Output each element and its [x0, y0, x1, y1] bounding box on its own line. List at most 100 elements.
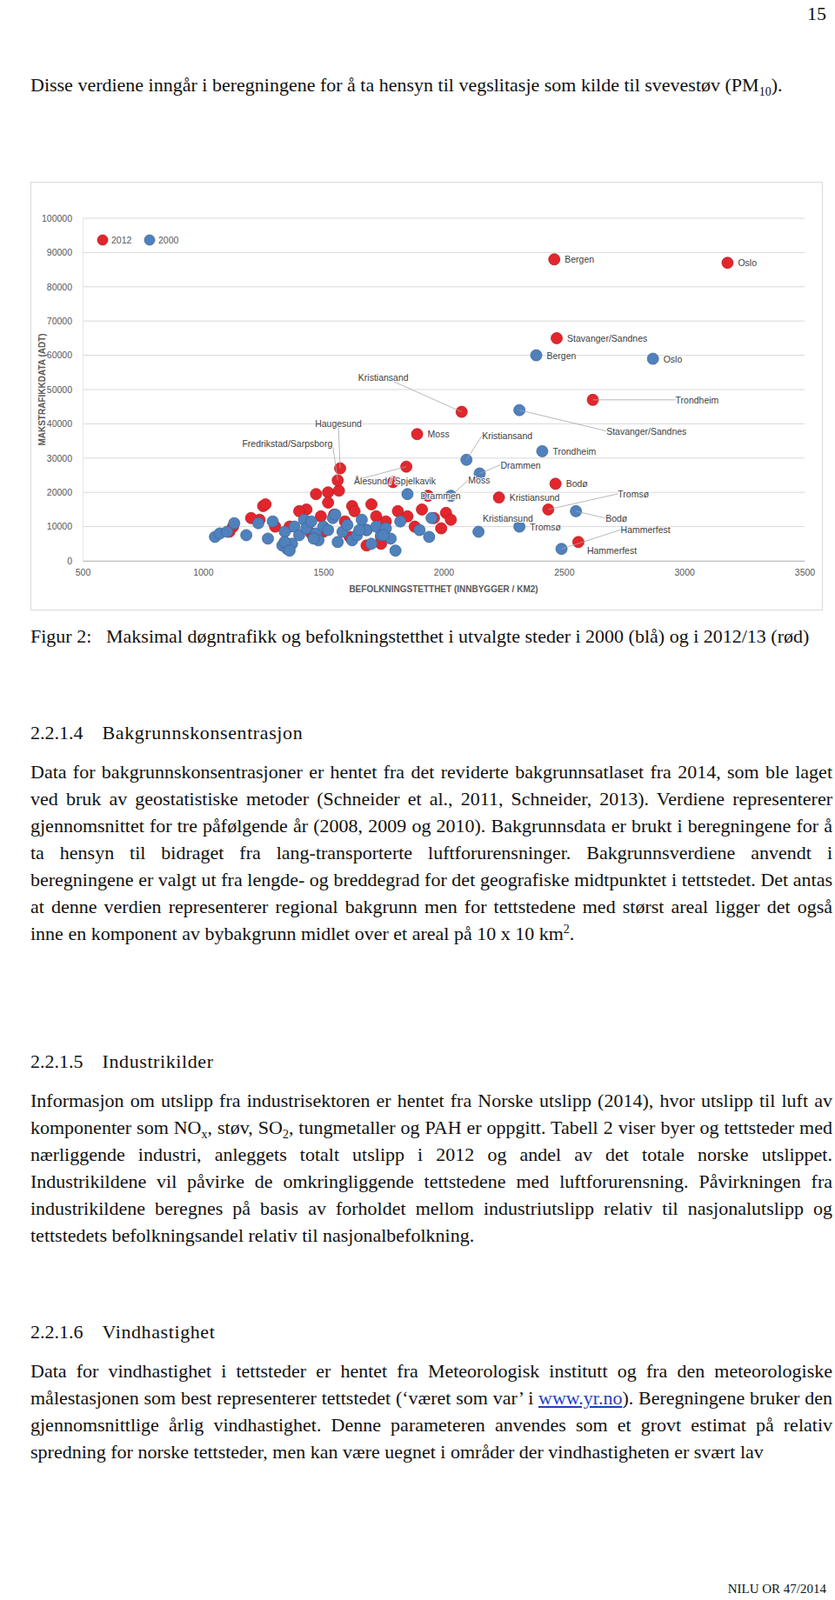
tick-label: 40000: [46, 418, 73, 429]
tick-label: 90000: [46, 247, 73, 258]
point: [473, 526, 485, 538]
annotation: Trondheim: [552, 446, 596, 457]
point: [322, 497, 334, 509]
leader-line: [547, 494, 618, 510]
annotation: Drammen: [420, 490, 461, 501]
grid-line: [82, 252, 805, 254]
point: [411, 428, 423, 441]
tick-label: 0: [66, 555, 73, 567]
legend-marker: [144, 234, 155, 246]
text-run: ).: [771, 73, 783, 96]
tick: 2000: [434, 561, 455, 578]
paragraph: Data for bakgrunnskonsentrasjoner er hen…: [30, 758, 833, 948]
leader-line: [338, 423, 341, 469]
annotation: Bodø: [566, 478, 589, 489]
series: [223, 253, 734, 552]
annotation: Kristiansand: [481, 430, 533, 441]
tick: 30000: [46, 453, 83, 464]
legend-label: 2012: [111, 234, 133, 246]
grid-line: [82, 423, 805, 425]
tick-label: 3000: [674, 567, 695, 578]
grid-line: [82, 286, 805, 288]
annotation: Tromsø: [529, 521, 562, 533]
superscript: 2: [563, 922, 570, 936]
grid: [82, 218, 805, 562]
text-run: .: [569, 922, 575, 945]
point: [435, 522, 448, 535]
legend-item: 2000: [144, 234, 180, 246]
grid-line: [82, 320, 805, 322]
point: [542, 503, 555, 515]
tick: 3500: [794, 561, 816, 578]
point: [267, 515, 279, 528]
axis-line: [82, 219, 84, 562]
annotation: Hammerfest: [587, 545, 637, 556]
section-heading: 2.2.1.4Bakgrunnskonsentrasjon: [30, 719, 833, 747]
tick-label: 1500: [313, 567, 334, 578]
annotation: Kristiansand: [358, 372, 409, 383]
annotation: Moss: [467, 474, 490, 486]
caption-label: Figur 2:: [30, 622, 109, 650]
point: [307, 533, 320, 545]
tick-label: 1000: [193, 567, 214, 578]
annotation: Ålesund / Spjelkavik: [354, 475, 437, 487]
grid-line: [82, 389, 805, 391]
tick: 0: [66, 555, 83, 567]
leader-line: [480, 465, 501, 475]
leader-line: [519, 410, 607, 432]
paragraph: Disse verdiene inngår i beregningene for…: [30, 71, 833, 99]
section-number: 2.2.1.4: [30, 721, 84, 744]
point: [341, 519, 354, 531]
point: [445, 514, 457, 526]
point: [322, 524, 334, 536]
point: [423, 531, 435, 543]
tick: 100000: [41, 213, 83, 224]
point: [322, 487, 334, 499]
tick-label: 80000: [46, 281, 73, 293]
tick: 50000: [46, 384, 83, 395]
chart: 0100002000030000400005000060000700008000…: [30, 181, 823, 611]
annotation: Bodø: [605, 513, 628, 524]
annotation: Kristiansund: [509, 492, 561, 503]
subscript: 2: [282, 1128, 289, 1142]
x-axis-title: BEFOLKNINGSTETTHET (INNBYGGER / KM2): [348, 584, 538, 595]
tick-label: 50000: [46, 384, 73, 395]
tick-label: 2500: [554, 567, 575, 578]
point: [366, 538, 378, 550]
point: [647, 353, 659, 365]
tick-label: 3500: [794, 567, 816, 578]
legend: 2012 2000: [97, 234, 180, 246]
annotation: Oslo: [737, 257, 757, 268]
text-run: , støv, SO: [207, 1116, 283, 1139]
point: [426, 512, 438, 524]
grid-line: [82, 457, 805, 459]
subscript: x: [201, 1128, 208, 1142]
axis-line: [83, 561, 806, 562]
grid-line: [82, 354, 805, 356]
tick-label: 100000: [41, 213, 73, 224]
section-title: Vindhastighet: [102, 1321, 216, 1343]
point: [333, 485, 345, 497]
tick: 20000: [46, 487, 83, 498]
paragraph: Informasjon om utslipp fra industrisekto…: [30, 1087, 833, 1250]
point: [377, 529, 389, 542]
tick: 90000: [46, 247, 83, 258]
point: [260, 498, 272, 510]
point: [310, 488, 322, 501]
point: [228, 517, 241, 529]
link[interactable]: www.yr.no: [538, 1387, 622, 1410]
leader-line: [466, 435, 482, 461]
point: [252, 517, 264, 529]
plot-area: [209, 253, 734, 557]
page: 15Disse verdiene inngår i beregningene f…: [0, 0, 835, 1600]
x-axis: 500 1000 1500 2000 2500 3000 3500: [75, 561, 816, 578]
point: [262, 533, 274, 545]
tick: 60000: [46, 349, 83, 361]
annotation: Trondheim: [675, 394, 720, 406]
section-heading: 2.2.1.6Vindhastighet: [30, 1318, 833, 1346]
tick-label: 10000: [46, 521, 73, 532]
text-run: Data for bakgrunnskonsentrasjoner er hen…: [30, 761, 833, 945]
tick: 500: [75, 561, 92, 578]
annotation: Moss: [427, 428, 450, 440]
annotations: OsloBergenStavanger/SandnesBergenOsloTro…: [241, 253, 757, 556]
